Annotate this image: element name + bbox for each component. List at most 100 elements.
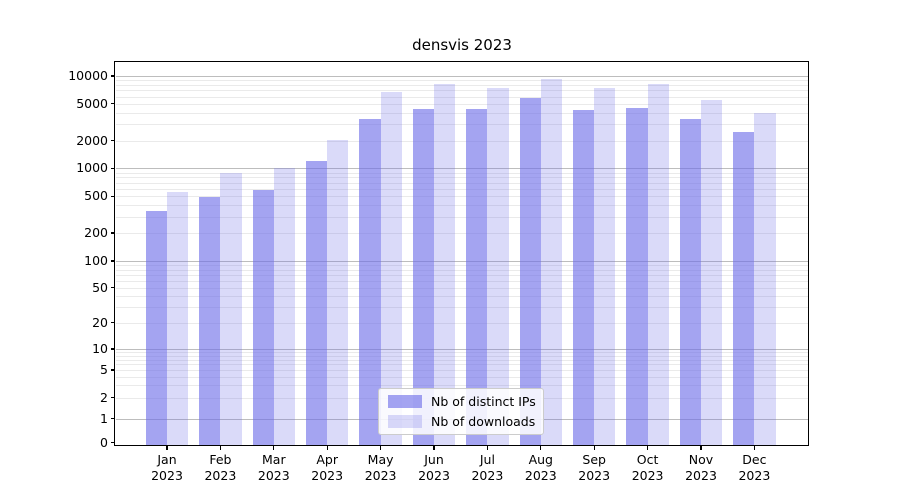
legend-row-downloads: Nb of downloads xyxy=(379,414,543,429)
y-tick-mark xyxy=(111,286,115,289)
minor-gridline xyxy=(115,172,809,174)
x-tick-mark xyxy=(753,446,756,450)
minor-gridline xyxy=(115,177,809,179)
y-tick-label: 5000 xyxy=(76,95,108,111)
x-tick-label: Mar 2023 xyxy=(257,452,290,484)
bar-may-downloads xyxy=(380,91,402,446)
y-tick-label: 20 xyxy=(92,314,108,330)
minor-gridline xyxy=(115,369,809,371)
bar-mar-distinct-ips xyxy=(252,189,274,446)
bar-sep-downloads xyxy=(594,87,616,446)
y-tick-mark xyxy=(111,442,115,444)
minor-gridline xyxy=(115,80,809,82)
y-tick-mark xyxy=(111,260,115,262)
bar-dec-downloads xyxy=(754,112,776,446)
minor-gridline xyxy=(115,216,809,218)
legend-swatch-distinct-ips xyxy=(388,395,422,408)
minor-gridline xyxy=(115,182,809,184)
minor-gridline xyxy=(115,84,809,86)
major-gridline xyxy=(115,76,809,77)
y-tick-label: 2000 xyxy=(76,132,108,148)
bar-oct-downloads xyxy=(647,84,669,446)
minor-gridline xyxy=(115,296,809,297)
minor-gridline xyxy=(115,205,809,207)
y-tick-label: 1000 xyxy=(76,160,108,176)
bar-feb-distinct-ips xyxy=(199,197,221,446)
x-tick-mark xyxy=(273,446,275,450)
y-tick-label: 0 xyxy=(100,434,108,450)
minor-gridline xyxy=(115,140,809,142)
y-tick-mark xyxy=(111,139,115,142)
minor-gridline xyxy=(115,287,809,289)
y-tick-label: 10000 xyxy=(68,68,108,83)
y-tick-label: 10 xyxy=(92,341,108,356)
bar-nov-downloads xyxy=(701,100,723,446)
x-tick-label: Jun 2023 xyxy=(418,452,450,484)
y-tick-mark xyxy=(111,369,115,371)
chart-title: densvis 2023 xyxy=(412,36,512,54)
y-tick-mark xyxy=(111,195,115,197)
minor-gridline xyxy=(115,322,809,324)
x-tick-mark xyxy=(433,446,435,450)
minor-gridline xyxy=(115,364,809,366)
x-tick-label: Nov 2023 xyxy=(685,452,717,484)
y-tick-label: 5 xyxy=(100,361,108,377)
minor-gridline xyxy=(115,376,809,378)
minor-gridline xyxy=(115,188,809,190)
y-tick-label: 2 xyxy=(100,389,108,405)
x-tick-label: Oct 2023 xyxy=(631,452,664,484)
bar-sep-distinct-ips xyxy=(572,110,595,446)
y-tick-label: 1 xyxy=(100,410,108,426)
x-tick-mark xyxy=(700,446,702,450)
bar-apr-distinct-ips xyxy=(305,161,328,446)
x-tick-label: Feb 2023 xyxy=(204,452,237,484)
y-tick-mark xyxy=(111,232,115,234)
x-tick-mark xyxy=(486,446,489,450)
x-tick-label: Jan 2023 xyxy=(151,452,183,484)
y-tick-mark xyxy=(111,417,115,420)
minor-gridline xyxy=(115,96,809,98)
bar-jul-distinct-ips xyxy=(466,108,488,446)
bar-jan-downloads xyxy=(167,192,189,446)
bar-jun-downloads xyxy=(434,84,456,446)
legend-swatch-downloads xyxy=(388,415,422,428)
minor-gridline xyxy=(115,359,809,361)
bar-dec-distinct-ips xyxy=(733,131,755,446)
bar-nov-distinct-ips xyxy=(679,118,701,446)
minor-gridline xyxy=(115,269,809,271)
minor-gridline xyxy=(115,233,809,235)
x-tick-mark xyxy=(540,446,542,450)
x-tick-mark xyxy=(166,446,168,450)
y-tick-mark xyxy=(111,167,115,169)
y-tick-mark xyxy=(111,75,115,77)
x-tick-label: Jul 2023 xyxy=(471,452,504,484)
y-tick-label: 200 xyxy=(84,225,108,241)
x-tick-label: Dec 2023 xyxy=(738,452,771,484)
minor-gridline xyxy=(115,265,809,266)
x-tick-mark xyxy=(219,446,222,450)
y-tick-mark xyxy=(111,103,115,105)
minor-gridline xyxy=(115,280,809,282)
minor-gridline xyxy=(115,112,809,114)
bar-feb-downloads xyxy=(220,173,242,446)
legend-label-downloads: Nb of downloads xyxy=(431,414,536,429)
bar-mar-downloads xyxy=(273,168,296,446)
x-tick-label: Aug 2023 xyxy=(524,452,557,484)
x-tick-label: May 2023 xyxy=(364,452,397,484)
legend-label-distinct-ips: Nb of distinct IPs xyxy=(431,394,536,409)
y-tick-label: 50 xyxy=(92,279,108,295)
x-tick-mark xyxy=(326,446,328,450)
bar-apr-downloads xyxy=(327,139,349,446)
minor-gridline xyxy=(115,385,809,387)
minor-gridline xyxy=(115,90,809,92)
bar-jul-downloads xyxy=(487,88,509,446)
x-tick-mark xyxy=(646,446,649,450)
bar-aug-distinct-ips xyxy=(519,98,541,446)
y-tick-label: 500 xyxy=(84,188,108,204)
bar-may-distinct-ips xyxy=(359,118,381,446)
legend-row-distinct-ips: Nb of distinct IPs xyxy=(379,394,543,409)
minor-gridline xyxy=(115,196,809,198)
